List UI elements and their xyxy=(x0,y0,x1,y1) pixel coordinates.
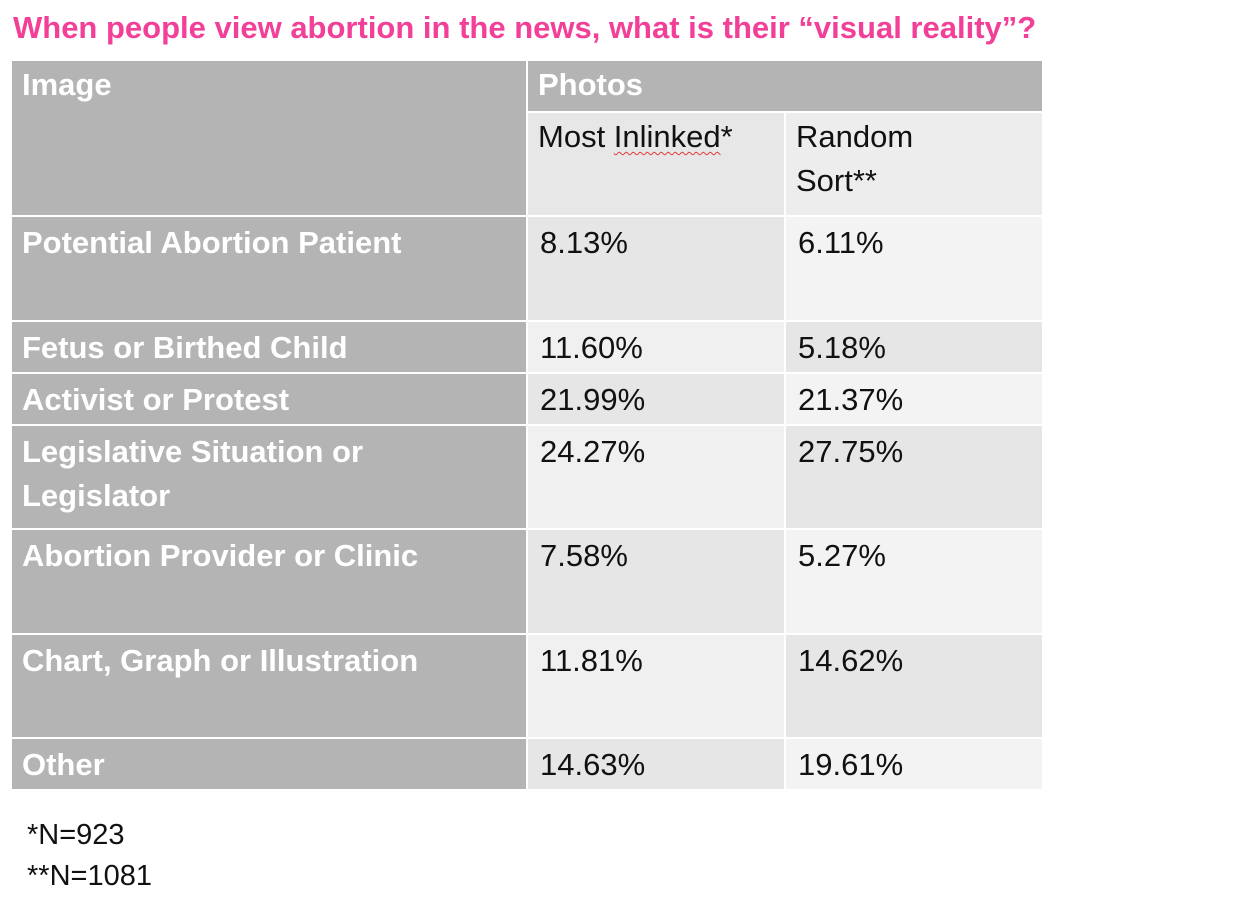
image-header: Image xyxy=(10,59,528,217)
cell-most-inlinked: 24.27% xyxy=(526,424,786,530)
table-row: Activist or Protest 21.99% 21.37% xyxy=(10,372,1044,426)
col2-line2: Sort** xyxy=(796,163,877,198)
cell-most-inlinked: 11.81% xyxy=(526,633,786,739)
data-table: Image Photos Most Inlinked* Random Sort**… xyxy=(10,59,1044,791)
table-row: Other 14.63% 19.61% xyxy=(10,737,1044,791)
table-row: Potential Abortion Patient 8.13% 6.11% xyxy=(10,215,1044,322)
cell-random-sort: 19.61% xyxy=(784,737,1044,791)
row-label: Legislative Situation or Legislator xyxy=(10,424,528,530)
table-row: Fetus or Birthed Child 11.60% 5.18% xyxy=(10,320,1044,374)
cell-most-inlinked: 8.13% xyxy=(526,215,786,322)
table-row: Legislative Situation or Legislator 24.2… xyxy=(10,424,1044,530)
row-label: Potential Abortion Patient xyxy=(10,215,528,322)
cell-random-sort: 27.75% xyxy=(784,424,1044,530)
col-header-most-inlinked: Most Inlinked* xyxy=(526,111,786,217)
photos-header: Photos xyxy=(526,59,1044,113)
table-row: Abortion Provider or Clinic 7.58% 5.27% xyxy=(10,528,1044,635)
col2-line1: Random xyxy=(796,119,914,154)
row-label: Chart, Graph or Illustration xyxy=(10,633,528,739)
cell-most-inlinked: 7.58% xyxy=(526,528,786,635)
cell-most-inlinked: 21.99% xyxy=(526,372,786,426)
cell-most-inlinked: 14.63% xyxy=(526,737,786,791)
col1-suffix: * xyxy=(720,119,733,154)
cell-random-sort: 6.11% xyxy=(784,215,1044,322)
cell-random-sort: 14.62% xyxy=(784,633,1044,739)
row-label: Abortion Provider or Clinic xyxy=(10,528,528,635)
table-row: Chart, Graph or Illustration 11.81% 14.6… xyxy=(10,633,1044,739)
cell-random-sort: 21.37% xyxy=(784,372,1044,426)
slide-title: When people view abortion in the news, w… xyxy=(13,10,1037,45)
row-label: Other xyxy=(10,737,528,791)
cell-most-inlinked: 11.60% xyxy=(526,320,786,374)
footnote-most-inlinked: *N=923 xyxy=(27,819,125,851)
cell-random-sort: 5.18% xyxy=(784,320,1044,374)
cell-random-sort: 5.27% xyxy=(784,528,1044,635)
footnote-random-sort: **N=1081 xyxy=(27,860,152,892)
col1-word: Inlinked xyxy=(613,119,721,154)
row-label: Activist or Protest xyxy=(10,372,528,426)
row-label: Fetus or Birthed Child xyxy=(10,320,528,374)
col1-prefix: Most xyxy=(538,119,614,154)
col-header-random-sort: Random Sort** xyxy=(784,111,1044,217)
footnotes: *N=923 **N=1081 xyxy=(27,815,152,897)
